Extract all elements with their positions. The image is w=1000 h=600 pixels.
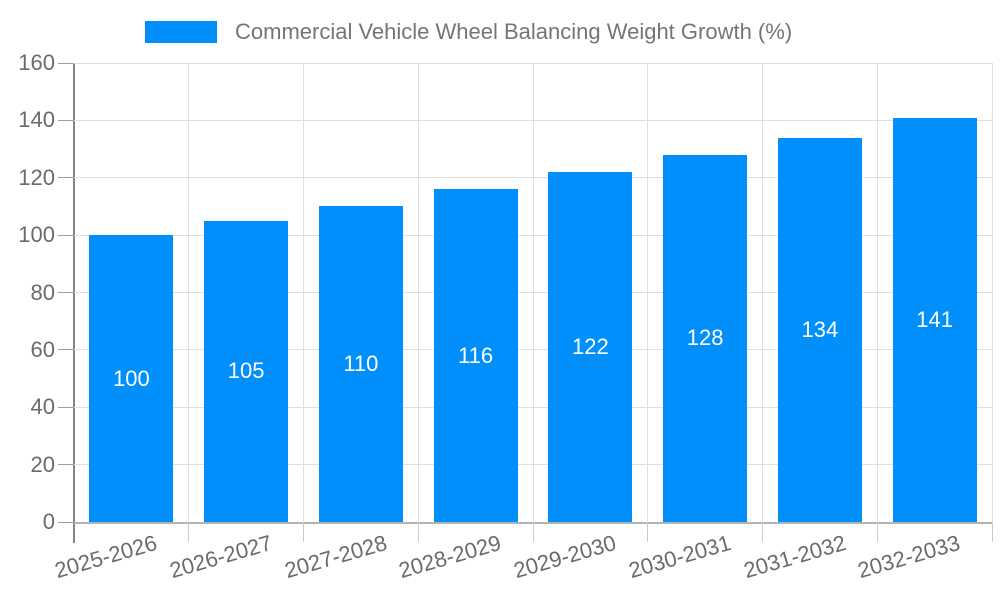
legend-item[interactable]: Commercial Vehicle Wheel Balancing Weigh… [145, 20, 792, 44]
x-axis-label: 2028-2029 [396, 530, 505, 584]
x-gridline [417, 63, 419, 522]
y-axis-tick [58, 62, 74, 64]
x-axis-label: 2032-2033 [855, 530, 964, 584]
bar [548, 172, 633, 522]
x-gridline [876, 63, 878, 522]
x-gridline [303, 63, 304, 522]
x-axis-tick [532, 522, 534, 542]
bar-value-label: 128 [686, 325, 724, 351]
bar [892, 117, 977, 522]
bar-value-label: 141 [916, 306, 953, 332]
bar-value-label: 116 [458, 342, 494, 368]
x-axis-tick [417, 522, 419, 542]
x-axis-label: 2025-2026 [51, 530, 160, 584]
bar [204, 220, 289, 522]
bar-value-label: 110 [343, 351, 379, 377]
x-axis-tick [876, 522, 878, 542]
legend-label: Commercial Vehicle Wheel Balancing Weigh… [235, 19, 793, 44]
legend-swatch [145, 21, 217, 43]
bar [318, 206, 403, 522]
x-gridline [991, 63, 993, 522]
bar [433, 189, 518, 522]
y-axis-label: 60 [30, 336, 55, 362]
x-axis-label: 2026-2027 [166, 530, 275, 584]
x-axis-tick [991, 522, 993, 542]
y-axis-tick [58, 521, 74, 523]
y-axis-label: 120 [18, 164, 55, 190]
y-axis-line [72, 63, 75, 543]
y-axis-tick [58, 119, 74, 121]
bar [777, 137, 862, 522]
x-gridline [532, 63, 534, 522]
bar-value-label: 105 [227, 358, 265, 384]
x-axis-tick [647, 522, 649, 542]
x-gridline [647, 63, 649, 522]
bar-value-label: 134 [801, 316, 839, 342]
y-axis-label: 80 [30, 279, 55, 305]
x-axis-tick [762, 522, 763, 542]
y-axis-label: 20 [30, 451, 55, 477]
x-axis-label: 2029-2030 [510, 530, 619, 584]
y-axis-tick [58, 464, 74, 466]
bar-value-label: 100 [113, 365, 150, 391]
y-axis-label: 40 [30, 394, 55, 420]
x-axis-tick [188, 522, 190, 542]
y-axis-tick [58, 177, 74, 179]
y-axis-label: 140 [18, 107, 55, 133]
x-gridline [762, 63, 763, 522]
y-axis-tick [58, 292, 74, 293]
bar [89, 235, 174, 522]
y-axis-tick [58, 349, 74, 351]
y-axis-tick [58, 234, 74, 236]
y-axis-label: 100 [18, 222, 55, 248]
y-axis-label: 0 [42, 509, 55, 534]
x-gridline [188, 63, 190, 522]
x-axis-label: 2027-2028 [281, 530, 390, 584]
bar-value-label: 122 [572, 334, 609, 359]
x-axis-label: 2031-2032 [740, 530, 849, 584]
bar [663, 154, 748, 522]
x-axis-label: 2030-2031 [625, 530, 734, 584]
y-axis-tick [58, 406, 74, 408]
x-axis-tick [303, 522, 304, 542]
y-axis-label: 160 [18, 50, 55, 75]
